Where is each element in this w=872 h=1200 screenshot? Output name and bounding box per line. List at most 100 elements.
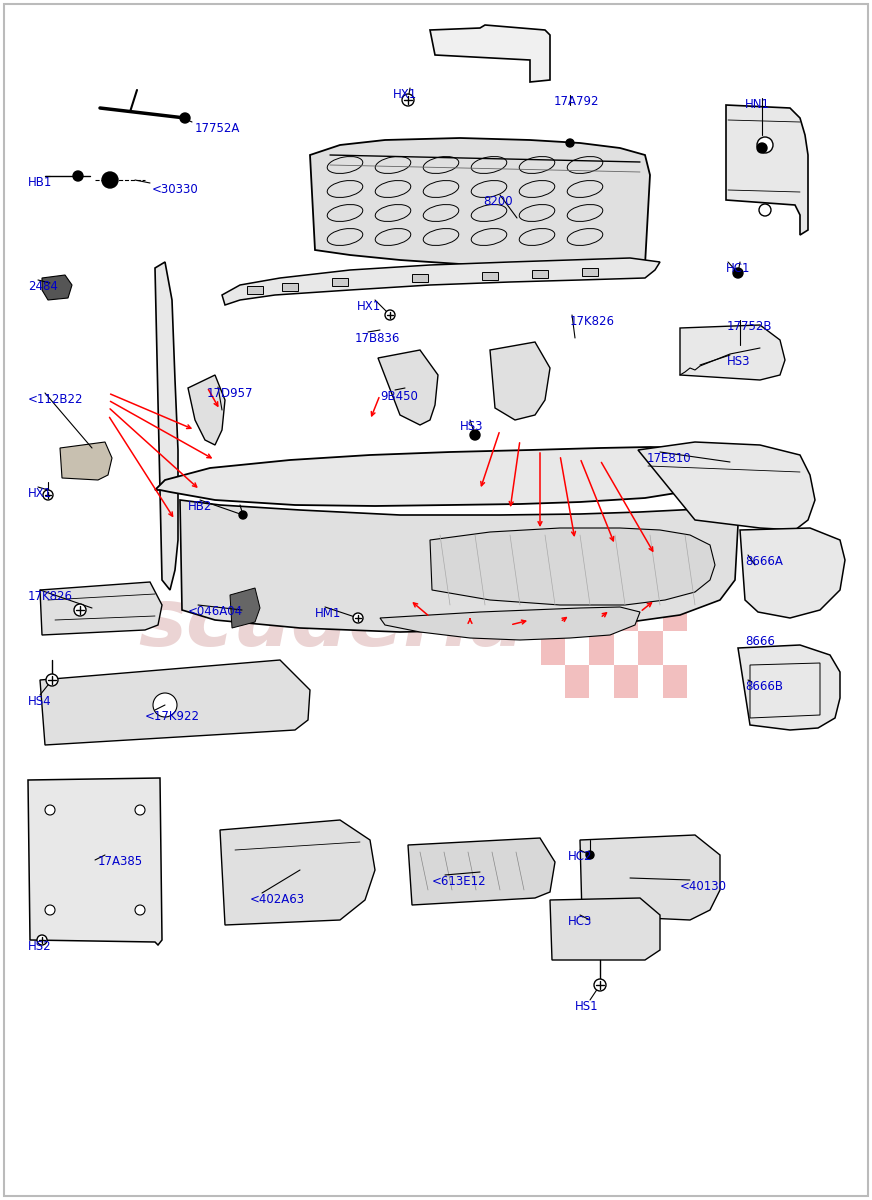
- Text: 9B450: 9B450: [380, 390, 418, 403]
- Circle shape: [37, 935, 47, 946]
- Polygon shape: [582, 268, 598, 276]
- Polygon shape: [282, 283, 298, 290]
- Text: 17A385: 17A385: [98, 854, 143, 868]
- Polygon shape: [412, 274, 428, 282]
- Polygon shape: [430, 528, 715, 605]
- Text: <613E12: <613E12: [432, 875, 487, 888]
- Text: 17K826: 17K826: [28, 590, 73, 602]
- Text: HC3: HC3: [568, 914, 592, 928]
- Bar: [638, 564, 663, 598]
- Text: 17E810: 17E810: [647, 452, 691, 464]
- Polygon shape: [726, 104, 808, 235]
- Bar: [541, 631, 565, 665]
- Circle shape: [353, 613, 363, 623]
- Polygon shape: [740, 528, 845, 618]
- Circle shape: [402, 94, 414, 106]
- Polygon shape: [188, 374, 225, 445]
- Circle shape: [470, 430, 480, 440]
- Text: 8200: 8200: [483, 194, 513, 208]
- Text: HS3: HS3: [460, 420, 483, 433]
- Text: HX1: HX1: [357, 300, 381, 313]
- Text: HS1: HS1: [575, 1000, 598, 1013]
- Text: HN1: HN1: [745, 98, 770, 110]
- Bar: [565, 665, 589, 698]
- Circle shape: [757, 143, 767, 152]
- Polygon shape: [155, 262, 178, 590]
- Circle shape: [43, 490, 53, 500]
- Polygon shape: [230, 588, 260, 628]
- Circle shape: [153, 692, 177, 716]
- Polygon shape: [550, 898, 660, 960]
- Text: 17752B: 17752B: [727, 320, 773, 332]
- Polygon shape: [247, 286, 263, 294]
- Text: <30330: <30330: [152, 182, 199, 196]
- Circle shape: [135, 805, 145, 815]
- Text: HX1: HX1: [393, 88, 417, 101]
- Text: HS4: HS4: [28, 695, 51, 708]
- Circle shape: [566, 139, 574, 146]
- Polygon shape: [40, 660, 310, 745]
- Circle shape: [757, 137, 773, 152]
- Circle shape: [733, 268, 743, 278]
- Circle shape: [45, 805, 55, 815]
- Polygon shape: [490, 342, 550, 420]
- Circle shape: [586, 851, 594, 859]
- Text: 2484: 2484: [28, 280, 58, 293]
- Circle shape: [385, 310, 395, 320]
- Polygon shape: [638, 442, 815, 530]
- Text: HC1: HC1: [726, 262, 751, 275]
- Text: HC2: HC2: [568, 850, 592, 863]
- Text: 17A792: 17A792: [554, 95, 600, 108]
- Text: 8666B: 8666B: [745, 680, 783, 692]
- Polygon shape: [408, 838, 555, 905]
- Polygon shape: [482, 272, 498, 280]
- Circle shape: [45, 905, 55, 914]
- Polygon shape: [310, 138, 650, 272]
- Bar: [663, 665, 687, 698]
- Text: 8666: 8666: [745, 635, 775, 648]
- Text: 17B836: 17B836: [355, 332, 400, 346]
- Polygon shape: [738, 646, 840, 730]
- Polygon shape: [220, 820, 375, 925]
- Text: HX1: HX1: [28, 487, 52, 500]
- Bar: [638, 631, 663, 665]
- Polygon shape: [680, 325, 785, 380]
- Bar: [614, 598, 638, 631]
- Circle shape: [46, 674, 58, 686]
- Text: 8666A: 8666A: [745, 554, 783, 568]
- Text: 17D957: 17D957: [207, 386, 254, 400]
- Text: 17752A: 17752A: [195, 122, 241, 134]
- Text: <402A63: <402A63: [250, 893, 305, 906]
- Polygon shape: [60, 442, 112, 480]
- Bar: [589, 564, 614, 598]
- Text: HB1: HB1: [28, 176, 52, 188]
- Bar: [541, 564, 565, 598]
- Text: <17K922: <17K922: [145, 710, 200, 722]
- Circle shape: [759, 204, 771, 216]
- Bar: [565, 598, 589, 631]
- Text: <112B22: <112B22: [28, 392, 84, 406]
- Polygon shape: [580, 835, 720, 920]
- Polygon shape: [380, 607, 640, 640]
- Circle shape: [239, 511, 247, 518]
- Polygon shape: [332, 278, 348, 286]
- Polygon shape: [40, 582, 162, 635]
- Polygon shape: [430, 25, 550, 82]
- Bar: [614, 665, 638, 698]
- Polygon shape: [222, 258, 660, 305]
- Circle shape: [180, 113, 190, 122]
- Circle shape: [135, 905, 145, 914]
- Circle shape: [594, 979, 606, 991]
- Bar: [589, 631, 614, 665]
- Text: <046A04: <046A04: [188, 605, 243, 618]
- Circle shape: [73, 170, 83, 181]
- Polygon shape: [28, 778, 162, 946]
- Text: <40130: <40130: [680, 880, 727, 893]
- Polygon shape: [378, 350, 438, 425]
- Polygon shape: [532, 270, 548, 278]
- Circle shape: [74, 604, 86, 616]
- Circle shape: [102, 172, 118, 188]
- Polygon shape: [155, 446, 740, 506]
- Text: HB2: HB2: [188, 500, 213, 514]
- Text: 17K826: 17K826: [570, 314, 615, 328]
